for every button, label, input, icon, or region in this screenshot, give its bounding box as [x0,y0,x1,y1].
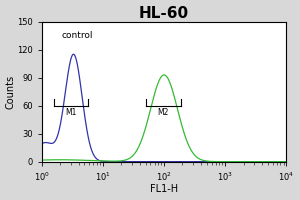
Text: control: control [61,31,93,40]
X-axis label: FL1-H: FL1-H [150,184,178,194]
Y-axis label: Counts: Counts [6,75,16,109]
Text: M2: M2 [158,108,169,117]
Text: M1: M1 [65,108,76,117]
Title: HL-60: HL-60 [139,6,189,21]
